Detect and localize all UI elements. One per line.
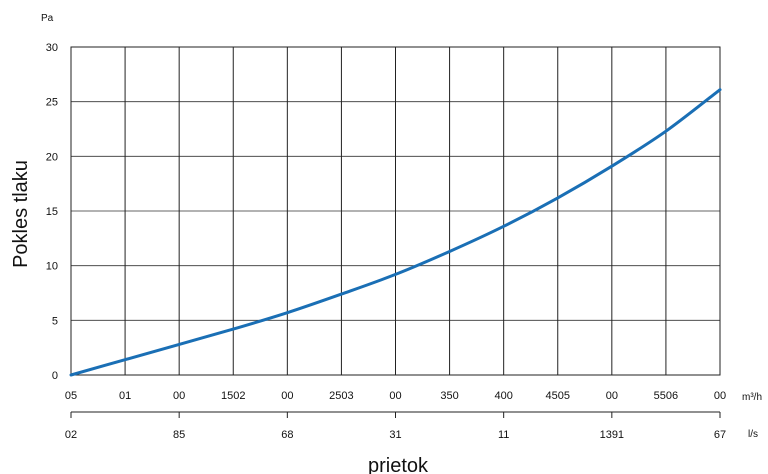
y-tick-label: 15 (46, 206, 58, 218)
x-axis-primary-unit: m³/h (742, 392, 762, 403)
x-primary-tick-label: 4505 (546, 390, 570, 402)
x-secondary-tick-label: 68 (281, 429, 293, 441)
grid (71, 47, 720, 375)
y-tick-label: 0 (52, 370, 58, 382)
y-axis-label: Pokles tlaku (10, 160, 32, 268)
series-layer (69, 88, 722, 377)
x-axis-label: prietok (368, 455, 429, 474)
y-tick-label: 5 (52, 315, 58, 327)
x-axis-primary-ticks: 05 01 00 1502 00 2503 00 350 400 4505 00 5506 00 (65, 390, 726, 402)
plot-frame (70, 46, 721, 376)
x-primary-tick-label: 00 (606, 390, 618, 402)
x-primary-tick-label: 5506 (654, 390, 678, 402)
x-primary-tick-label: 1502 (221, 390, 245, 402)
x-primary-tick-label: 350 (440, 390, 458, 402)
series-line (69, 88, 722, 377)
x-secondary-tick-label: 85 (173, 429, 185, 441)
x-primary-tick-label: 05 (65, 390, 77, 402)
x-secondary-tick-label: 02 (65, 429, 77, 441)
y-tick-label: 20 (46, 151, 58, 163)
x-secondary-tick-label: 31 (389, 429, 401, 441)
x-secondary-tick-label: 1391 (600, 429, 624, 441)
x-axis-secondary-unit: l/s (748, 429, 758, 440)
x-secondary-tick-label: 67 (714, 429, 726, 441)
y-axis-ticks: 0 5 10 15 20 25 30 (46, 42, 58, 382)
x-primary-tick-label: 00 (281, 390, 293, 402)
x-primary-tick-label: 2503 (329, 390, 353, 402)
x-axis-secondary-ticks: 02 85 68 31 11 1391 67 (65, 412, 726, 441)
x-primary-tick-label: 400 (494, 390, 512, 402)
y-tick-label: 30 (46, 42, 58, 54)
y-tick-label: 10 (46, 261, 58, 273)
x-primary-tick-label: 00 (389, 390, 401, 402)
y-tick-label: 25 (46, 97, 58, 109)
x-primary-tick-label: 01 (119, 390, 131, 402)
y-axis-unit: Pa (41, 13, 54, 24)
x-primary-tick-label: 00 (714, 390, 726, 402)
x-primary-tick-label: 00 (173, 390, 185, 402)
x-secondary-tick-label: 11 (498, 429, 509, 441)
